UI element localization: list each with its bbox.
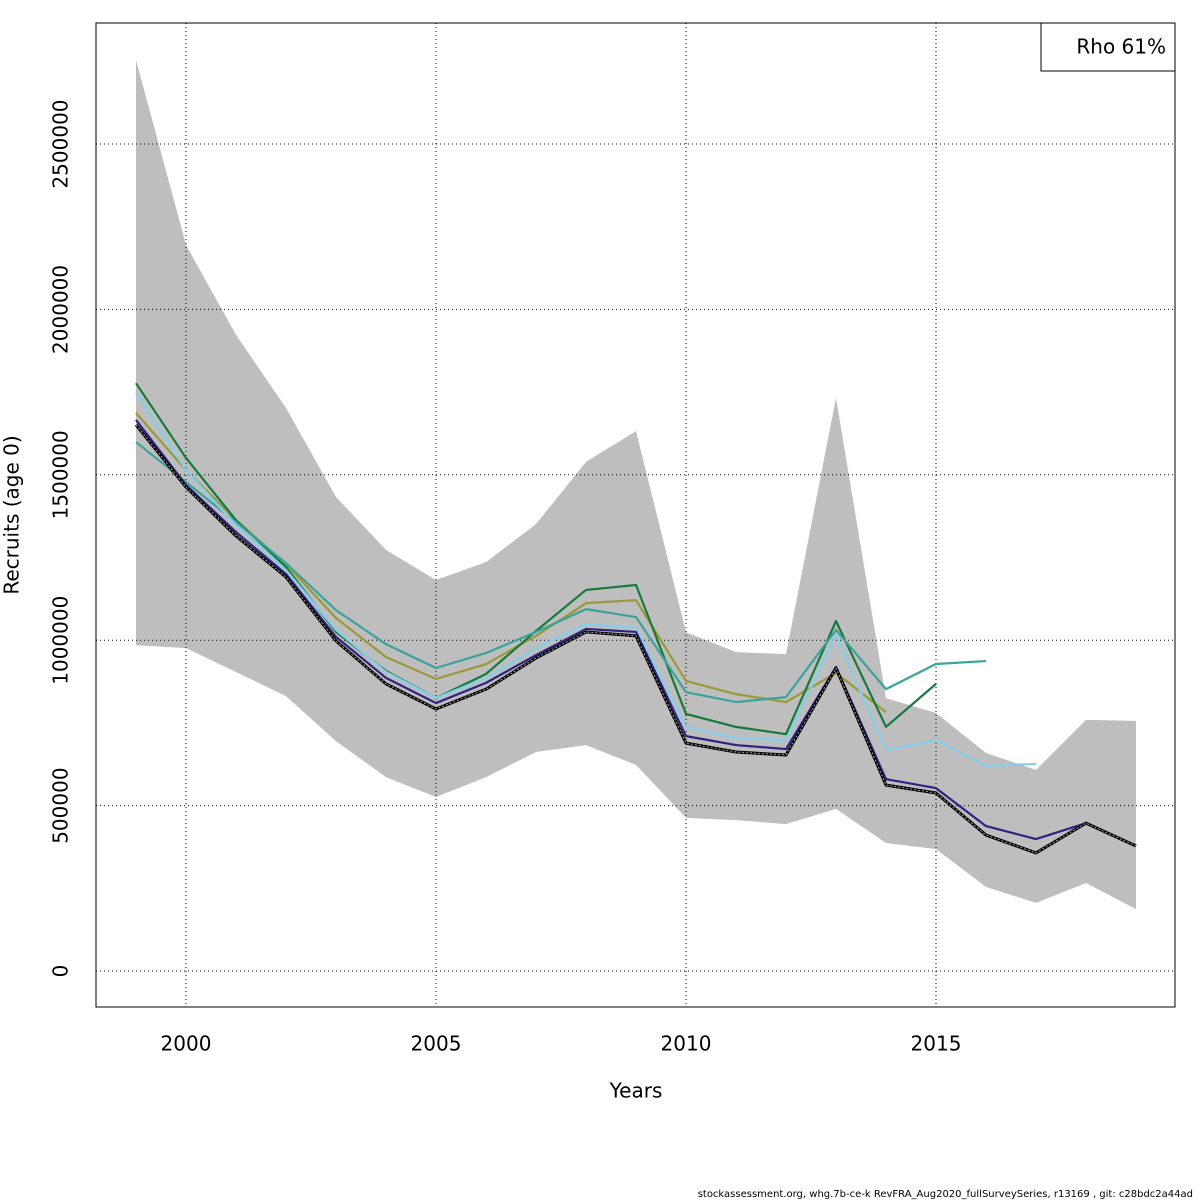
series-line-dots	[135, 424, 1137, 854]
x-tick-label: 2015	[911, 1032, 962, 1056]
y-tick-label: 500000	[49, 767, 73, 843]
plot-frame	[95, 22, 1176, 1008]
footer: stockassessment.org, whg.7b-ce-k RevFRA_…	[698, 1189, 1193, 1200]
x-tick-label: 2005	[411, 1032, 462, 1056]
series-line	[135, 419, 1087, 841]
confidence-band	[136, 59, 1136, 910]
legend-text: Rho 61%	[1076, 35, 1166, 59]
y-tick-label: 1000000	[49, 596, 73, 685]
y-tick-label: 1500000	[49, 430, 73, 519]
x-axis-label: Years	[609, 1079, 663, 1103]
y-tick-label: 2500000	[49, 99, 73, 188]
y-tick-label: 2000000	[49, 265, 73, 354]
series-line	[135, 441, 987, 704]
x-tick-label: 2010	[661, 1032, 712, 1056]
y-axis-label: Recruits (age 0)	[0, 435, 24, 594]
legend-box	[1040, 22, 1176, 72]
y-tick-label: 0	[49, 965, 73, 978]
x-tick-label: 2000	[161, 1032, 212, 1056]
series-line	[135, 392, 1037, 768]
